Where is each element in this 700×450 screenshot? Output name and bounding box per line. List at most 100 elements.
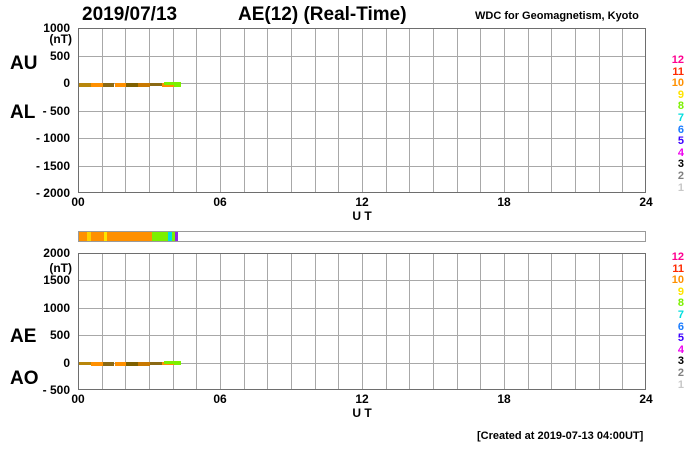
availability-segment	[152, 232, 168, 241]
legend-item-1: 1	[677, 181, 684, 194]
gridline-vertical	[433, 254, 434, 389]
ae-ao-plot-area	[78, 253, 646, 390]
ao-trace-segment	[161, 363, 174, 366]
gridline-horizontal	[79, 55, 645, 57]
ao-trace-segment	[90, 363, 103, 366]
legend-item-3: 3	[677, 355, 684, 368]
au-trace-segment	[150, 82, 162, 86]
gridline-vertical	[622, 254, 624, 389]
station-legend-bottom: 12 11 10 9 8 7 6 5 4 3 2 1	[658, 251, 684, 391]
bottom-unit-label: (nT)	[49, 261, 72, 275]
legend-item-6: 6	[677, 123, 684, 136]
bottom-xtick-label: 06	[213, 392, 227, 406]
bottom-ytick-label: 0	[63, 355, 70, 370]
legend-item-7: 7	[677, 111, 684, 124]
al-trace-segment	[138, 84, 150, 87]
top-ytick-label: - 1500	[35, 158, 70, 173]
ae-trace-segment	[102, 362, 115, 365]
ao-trace-segment	[150, 363, 162, 366]
au-trace-segment	[126, 83, 139, 86]
bottom-xtick-label: 24	[639, 392, 653, 406]
al-trace-segment	[90, 84, 103, 87]
chart-date-title: 2019/07/13	[82, 4, 178, 25]
top-ytick-label: 500	[49, 48, 70, 63]
gridline-horizontal	[79, 110, 645, 112]
gridline-vertical	[267, 254, 269, 389]
al-trace-segment	[102, 84, 115, 87]
al-trace-segment	[173, 84, 181, 87]
top-xtick-label: 00	[71, 195, 85, 209]
ae-trace-segment	[138, 362, 150, 365]
legend-item-5: 5	[677, 135, 684, 148]
gridline-horizontal	[79, 307, 645, 309]
gridline-vertical	[575, 254, 576, 389]
legend-item-4: 4	[677, 343, 684, 356]
availability-segment	[174, 232, 178, 241]
gridline-horizontal	[79, 335, 645, 337]
availability-segment	[87, 232, 91, 241]
top-xaxis-label: U T	[352, 209, 372, 223]
au-al-plot-area	[78, 28, 646, 193]
ao-trace-segment	[102, 363, 115, 366]
legend-item-11: 11	[672, 65, 684, 78]
legend-item-9: 9	[677, 285, 684, 298]
top-ytick-label: 1000	[43, 21, 70, 35]
availability-segment	[172, 232, 175, 241]
bottom-xtick-label: 12	[355, 392, 369, 406]
station-legend-top: 12 11 10 9 8 7 6 5 4 3 2 1	[658, 54, 684, 194]
legend-item-6: 6	[677, 320, 684, 333]
top-unit-label: (nT)	[49, 32, 72, 46]
gridline-horizontal	[79, 280, 645, 282]
availability-segment	[90, 232, 104, 241]
al-trace-segment	[150, 84, 162, 87]
gridline-vertical	[172, 254, 174, 389]
bottom-xtick-label: 00	[71, 392, 85, 406]
ae-trace-segment	[90, 362, 103, 365]
gridline-vertical	[456, 254, 458, 389]
gridline-vertical	[220, 254, 221, 389]
ao-trace-segment	[79, 363, 91, 366]
al-trace-segment	[79, 84, 91, 87]
availability-segment	[79, 232, 88, 241]
al-trace-segment	[126, 84, 139, 87]
legend-item-12: 12	[671, 54, 684, 66]
legend-item-1: 1	[677, 378, 684, 391]
gridline-vertical	[527, 254, 529, 389]
bottom-ytick-label: - 500	[42, 383, 70, 397]
legend-item-4: 4	[677, 146, 684, 159]
legend-item-2: 2	[677, 366, 684, 379]
gridline-vertical	[243, 254, 245, 389]
availability-segment	[107, 232, 153, 241]
gridline-horizontal	[79, 83, 645, 84]
ao-trace-segment	[126, 363, 139, 366]
legend-item-5: 5	[677, 332, 684, 345]
bottom-xaxis-label: U T	[352, 406, 372, 420]
gridline-vertical	[385, 254, 387, 389]
al-trace-segment	[114, 84, 127, 87]
data-availability-bar	[78, 231, 646, 242]
au-trace-segment	[90, 83, 103, 86]
gridline-vertical	[362, 254, 363, 389]
legend-item-8: 8	[677, 297, 684, 310]
legend-item-10: 10	[671, 77, 684, 90]
coverage-tail-highlight	[164, 361, 181, 365]
bottom-ytick-label: 500	[49, 328, 70, 343]
legend-item-10: 10	[671, 274, 684, 287]
legend-item-12: 12	[671, 251, 684, 263]
au-trace-segment	[114, 83, 127, 86]
gridline-vertical	[149, 254, 150, 389]
legend-item-3: 3	[677, 158, 684, 171]
ao-trace-segment	[114, 363, 127, 366]
chart-index-title: AE(12) (Real-Time)	[238, 4, 407, 25]
au-axis-label: AU	[10, 53, 38, 74]
legend-item-7: 7	[677, 308, 684, 321]
ao-trace-segment	[138, 363, 150, 366]
gridline-vertical	[291, 254, 292, 389]
top-xtick-label: 24	[639, 195, 653, 209]
gridline-horizontal	[79, 362, 645, 364]
top-ytick-label: - 1000	[35, 131, 70, 145]
ao-trace-segment	[173, 363, 181, 366]
gridline-vertical	[338, 254, 340, 389]
au-trace-segment	[102, 83, 115, 86]
bottom-ytick-label: 1000	[43, 300, 70, 315]
